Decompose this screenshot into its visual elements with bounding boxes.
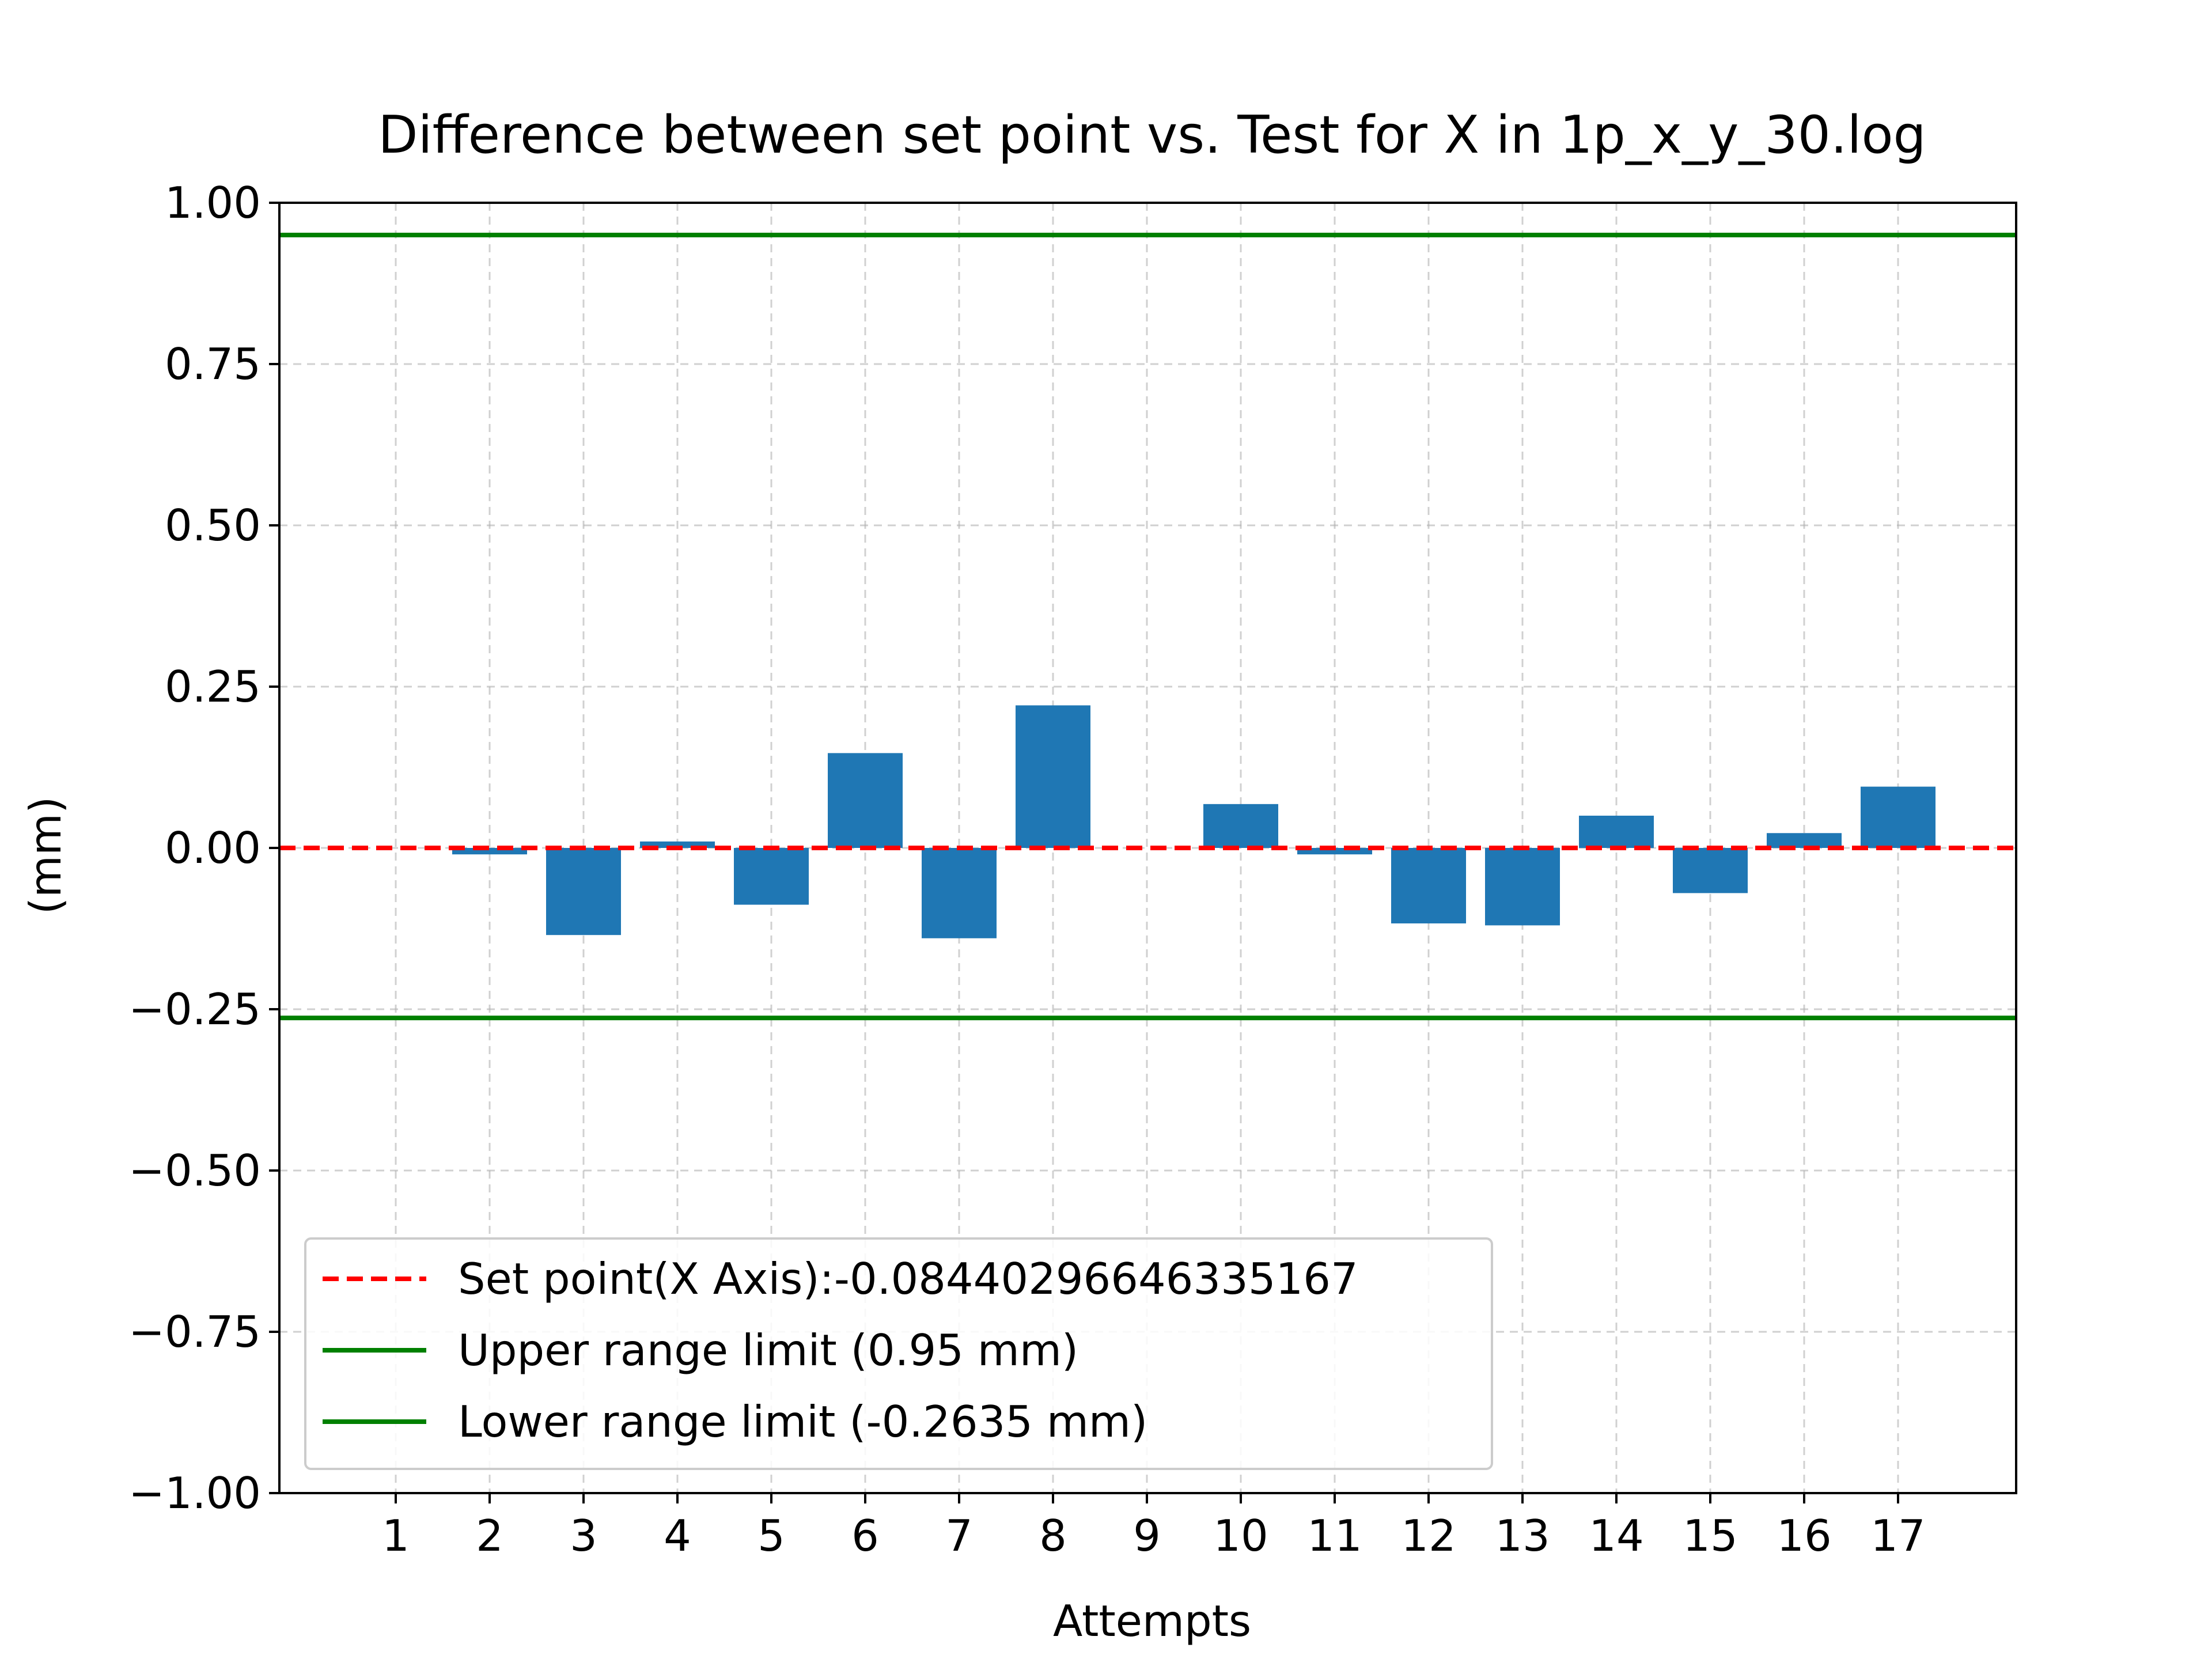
- bar-4: [640, 841, 715, 848]
- x-tick-label: 16: [1777, 1510, 1831, 1561]
- y-tick-label: 0.00: [165, 823, 261, 873]
- legend-label: Set point(X Axis):-0.08440296646335167: [458, 1253, 1358, 1304]
- x-tick-label: 17: [1870, 1510, 1925, 1561]
- y-tick-label: 0.75: [165, 339, 261, 389]
- bar-2: [452, 848, 527, 855]
- y-tick-label: −0.50: [128, 1145, 261, 1196]
- bar-10: [1203, 804, 1278, 848]
- x-tick-label: 4: [664, 1510, 691, 1561]
- y-axis-label: (mm): [20, 797, 71, 915]
- reference-lines: [279, 233, 2016, 1021]
- x-tick-label: 5: [757, 1510, 785, 1561]
- x-tick-label: 13: [1495, 1510, 1550, 1561]
- legend-label: Lower range limit (-0.2635 mm): [458, 1396, 1147, 1447]
- bar-12: [1391, 848, 1466, 924]
- x-axis-label: Attempts: [1053, 1596, 1251, 1646]
- axes: 1.00 0.75 0.50 0.25 0.00 −0.25 −0.50 −0.75 −1.00…: [128, 177, 2017, 1561]
- bar-17: [1861, 786, 1936, 848]
- x-tick-label: 9: [1133, 1510, 1161, 1561]
- legend: Set point(X Axis):-0.08440296646335167 Up…: [304, 1237, 1493, 1470]
- bar-7: [922, 848, 997, 938]
- bar-14: [1579, 816, 1654, 848]
- bar-13: [1485, 848, 1560, 926]
- bar-6: [828, 753, 903, 848]
- y-tick-label: −0.25: [128, 984, 261, 1035]
- bar-16: [1767, 833, 1842, 848]
- bar-3: [546, 848, 621, 935]
- x-tick-label: 8: [1039, 1510, 1067, 1561]
- y-tick-label: −1.00: [128, 1468, 261, 1518]
- bar-5: [734, 848, 809, 905]
- y-tick-label: 1.00: [165, 177, 261, 228]
- bars: [452, 705, 1936, 938]
- y-tick-label: 0.25: [165, 661, 261, 712]
- bar-15: [1673, 848, 1748, 893]
- bar-8: [1016, 705, 1090, 848]
- y-tick-label: 0.50: [165, 500, 261, 551]
- legend-label: Upper range limit (0.95 mm): [458, 1325, 1078, 1376]
- x-tick-label: 2: [476, 1510, 503, 1561]
- x-tick-label: 1: [382, 1510, 410, 1561]
- legend-box: [304, 1237, 1493, 1470]
- x-tick-label: 12: [1401, 1510, 1456, 1561]
- x-tick-label: 6: [851, 1510, 879, 1561]
- x-tick-label: 14: [1589, 1510, 1643, 1561]
- bar-11: [1297, 848, 1372, 855]
- x-tick-label: 11: [1307, 1510, 1362, 1561]
- chart-title: Difference between set point vs. Test fo…: [378, 105, 1926, 165]
- y-tick-label: −0.75: [128, 1306, 261, 1357]
- grid-lines: [279, 202, 2016, 1494]
- x-tick-label: 10: [1213, 1510, 1268, 1561]
- x-tick-label: 7: [945, 1510, 973, 1561]
- x-tick-label: 15: [1683, 1510, 1737, 1561]
- x-tick-label: 3: [570, 1510, 597, 1561]
